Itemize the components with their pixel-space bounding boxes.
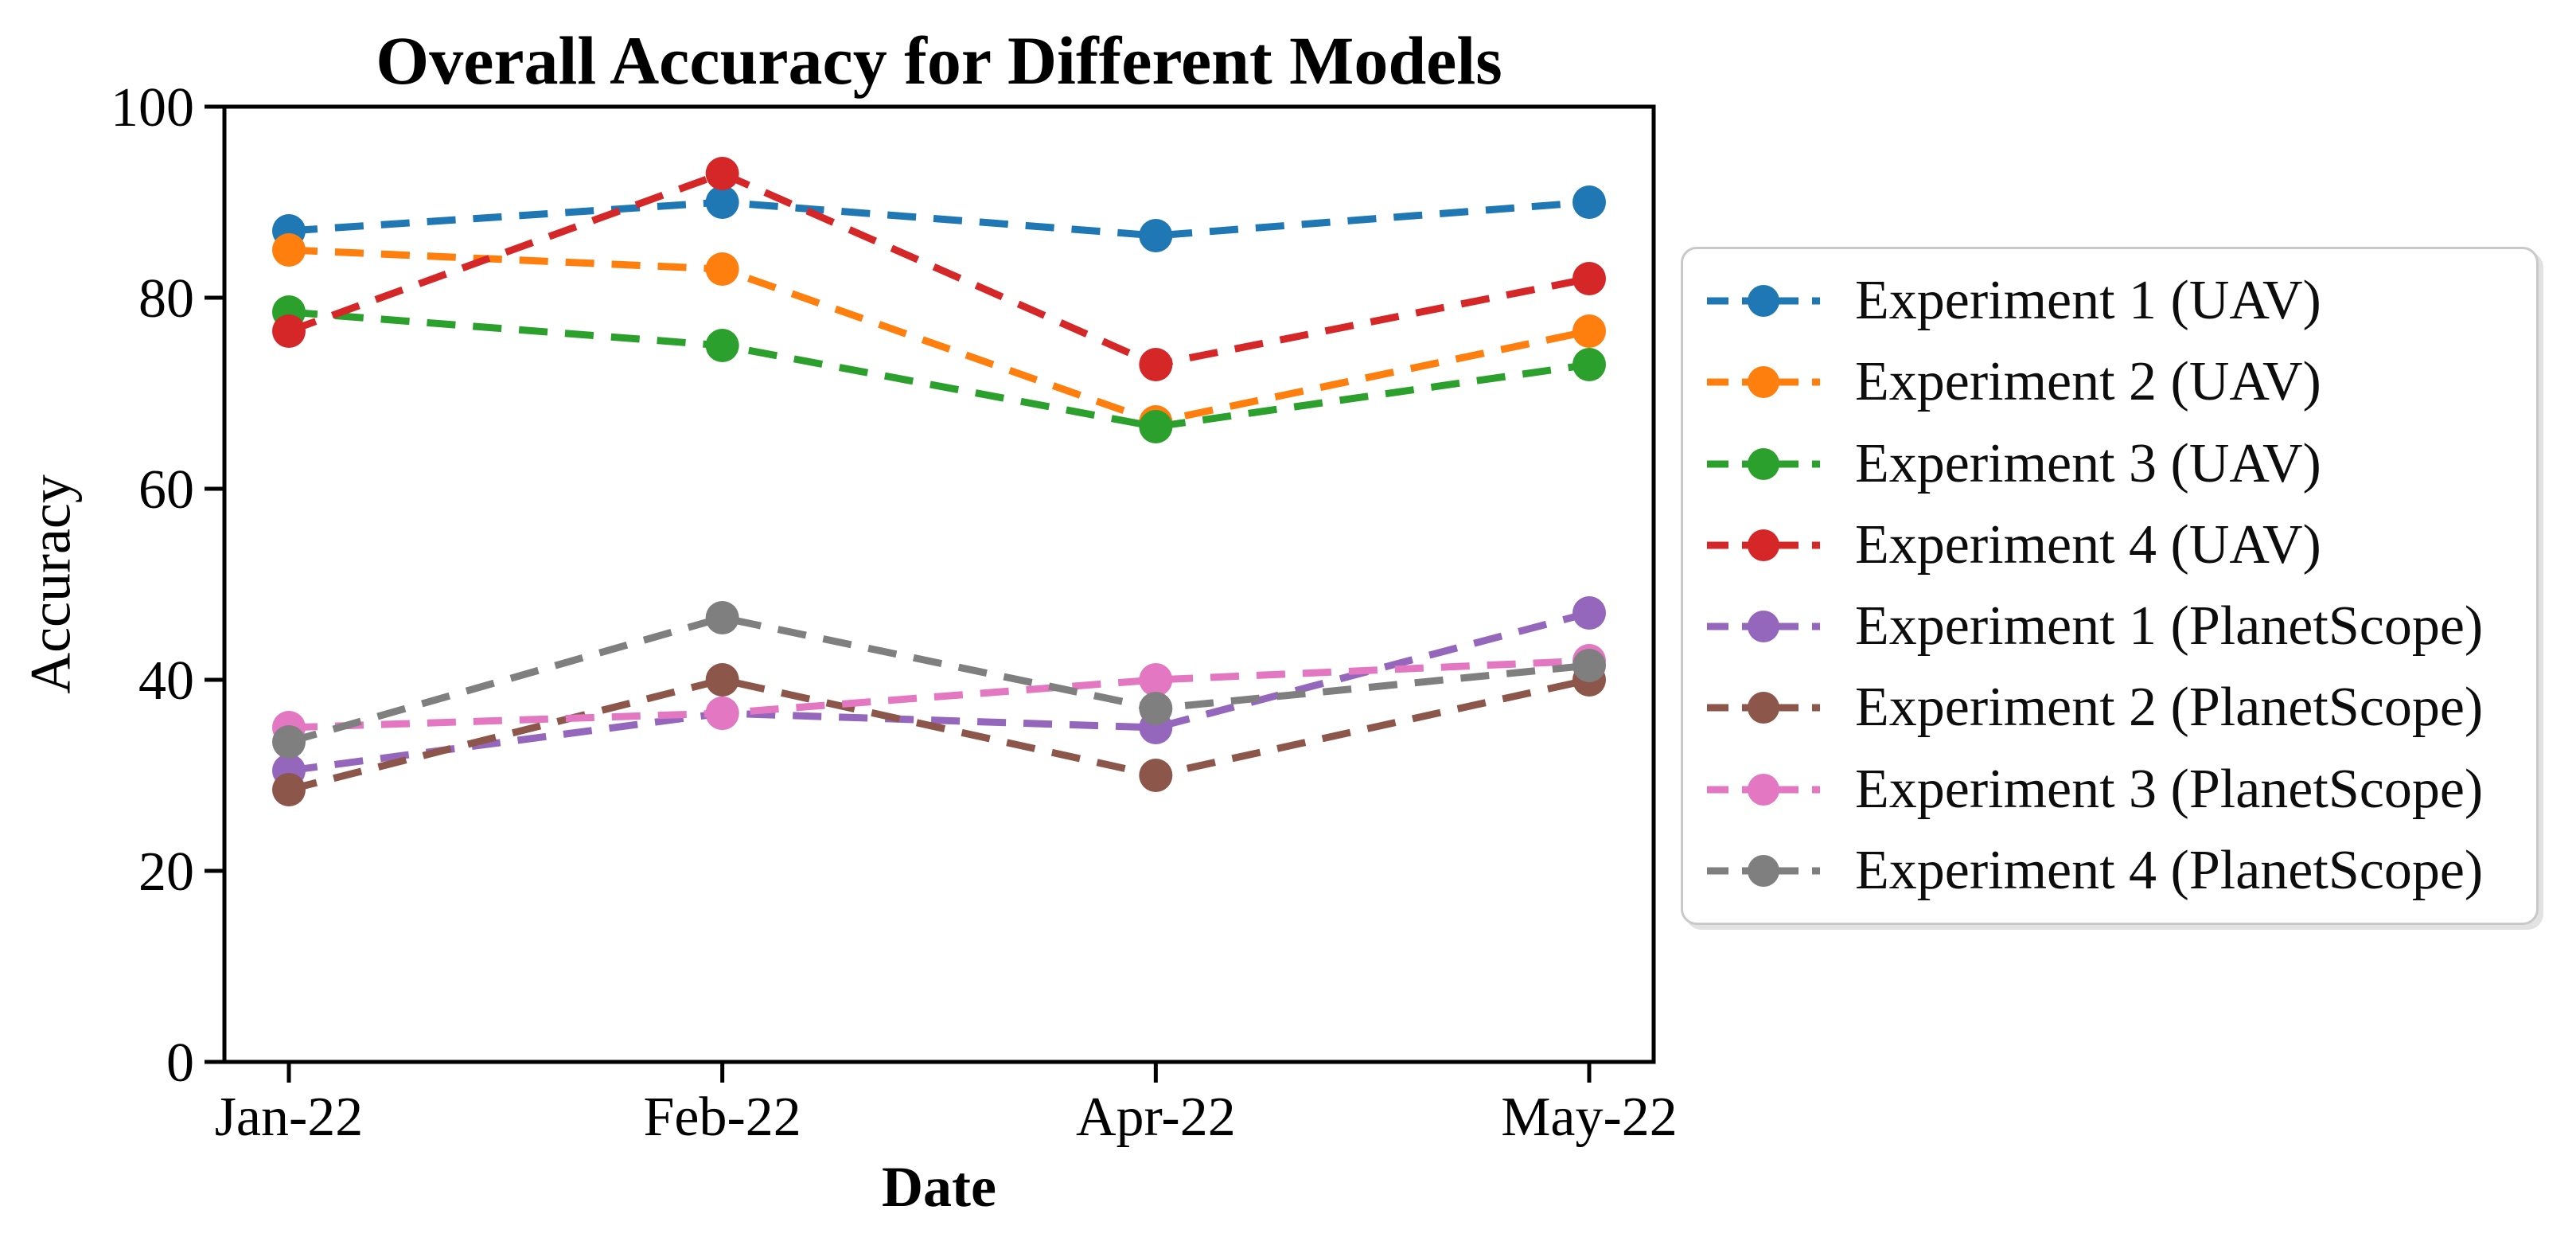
x-tick-label: May-22 (1501, 1087, 1678, 1148)
data-point-experiment-2-planetscope (1139, 759, 1173, 792)
data-point-experiment-1-planetscope (1572, 596, 1606, 630)
legend-item-experiment-2-uav: Experiment 2 (UAV) (1704, 350, 2536, 414)
x-tick-label: Apr-22 (1076, 1087, 1236, 1148)
x-tick-label: Jan-22 (215, 1087, 364, 1148)
legend-item-experiment-1-planetscope: Experiment 1 (PlanetScope) (1704, 595, 2536, 658)
x-tick-label: Feb-22 (644, 1087, 801, 1148)
data-point-experiment-4-planetscope (1139, 692, 1173, 725)
data-point-experiment-1-uav (705, 185, 739, 219)
data-point-experiment-1-uav (1139, 219, 1173, 252)
series-line-experiment-1-planetscope (288, 609, 1591, 775)
y-tick-label: 20 (138, 841, 194, 903)
legend-item-experiment-1-uav: Experiment 1 (UAV) (1704, 269, 2536, 333)
legend-sample-icon (1707, 854, 1820, 887)
y-tick-label: 0 (166, 1032, 194, 1094)
data-point-experiment-4-planetscope (705, 601, 739, 634)
legend-item-experiment-4-planetscope: Experiment 4 (PlanetScope) (1704, 839, 2536, 903)
legend-sample-icon (1707, 611, 1820, 643)
legend-sample-icon (1707, 692, 1820, 724)
legend-label: Experiment 1 (UAV) (1855, 270, 2321, 332)
data-point-experiment-1-uav (1572, 185, 1606, 219)
y-tick-label: 40 (138, 650, 194, 712)
legend-sample-icon (1707, 285, 1820, 318)
legend-sample-icon (1707, 366, 1820, 399)
legend-item-experiment-3-planetscope: Experiment 3 (PlanetScope) (1704, 758, 2536, 822)
data-point-experiment-2-planetscope (272, 773, 306, 806)
series-line-experiment-4-uav (287, 170, 1590, 369)
series-line-experiment-2-uav (288, 246, 1590, 426)
data-point-experiment-3-uav (705, 329, 739, 362)
legend-label: Experiment 2 (PlanetScope) (1855, 677, 2484, 739)
legend: Experiment 1 (UAV) Experiment 2 (UAV) Expe… (1681, 247, 2539, 925)
y-tick-label: 60 (138, 459, 194, 521)
legend-label: Experiment 1 (PlanetScope) (1855, 595, 2484, 658)
data-point-experiment-2-uav (1572, 314, 1606, 348)
x-axis-label: Date (882, 1155, 996, 1219)
data-point-experiment-3-planetscope (705, 697, 739, 730)
data-point-experiment-3-uav (1572, 348, 1606, 381)
legend-item-experiment-3-uav: Experiment 3 (UAV) (1704, 432, 2536, 496)
legend-sample-icon (1707, 773, 1820, 806)
y-tick-label: 100 (111, 77, 194, 139)
series-line-experiment-4-planetscope (287, 614, 1590, 746)
data-point-experiment-4-uav (272, 314, 306, 348)
data-point-experiment-3-planetscope (1139, 663, 1173, 697)
series-line-experiment-2-planetscope (287, 676, 1590, 794)
series-line-experiment-1-uav (288, 198, 1590, 240)
series-line-experiment-3-uav (288, 308, 1590, 431)
legend-item-experiment-2-planetscope: Experiment 2 (PlanetScope) (1704, 676, 2536, 740)
plot-frame (222, 104, 1656, 1064)
legend-label: Experiment 3 (PlanetScope) (1855, 758, 2484, 820)
legend-label: Experiment 2 (UAV) (1855, 351, 2321, 413)
chart-title: Overall Accuracy for Different Models (376, 22, 1502, 99)
data-point-experiment-4-planetscope (1572, 649, 1606, 682)
data-point-experiment-3-uav (1139, 410, 1173, 443)
legend-item-experiment-4-uav: Experiment 4 (UAV) (1704, 513, 2536, 577)
data-point-experiment-2-uav (272, 233, 306, 267)
data-point-experiment-4-planetscope (272, 725, 306, 759)
legend-sample-icon (1707, 447, 1820, 480)
legend-label: Experiment 3 (UAV) (1855, 432, 2321, 494)
y-tick-label: 80 (138, 268, 194, 330)
legend-label: Experiment 4 (UAV) (1855, 513, 2321, 576)
data-point-experiment-2-uav (705, 252, 739, 286)
legend-sample-icon (1707, 529, 1820, 561)
data-point-experiment-4-uav (1139, 348, 1173, 381)
series-line-experiment-3-planetscope (288, 657, 1590, 732)
legend-label: Experiment 4 (PlanetScope) (1855, 839, 2484, 901)
data-point-experiment-4-uav (705, 157, 739, 190)
data-point-experiment-4-uav (1572, 262, 1606, 295)
data-point-experiment-2-planetscope (705, 663, 739, 697)
